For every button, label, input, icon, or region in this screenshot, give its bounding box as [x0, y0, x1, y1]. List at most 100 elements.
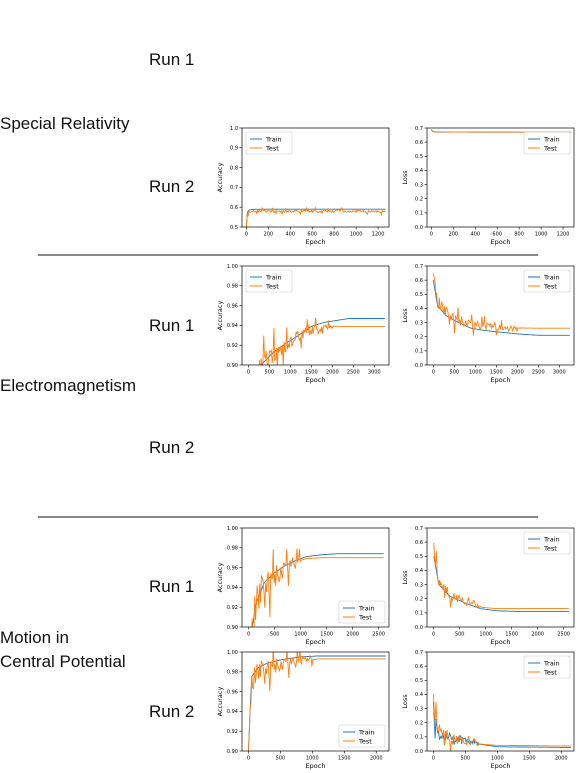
run-label-mcp-1: Run 1 — [149, 577, 195, 596]
x-tick-label: 0 — [245, 232, 248, 238]
legend-label-test: Test — [543, 144, 557, 152]
y-tick-label: 0.0 — [415, 225, 423, 231]
x-tick-label: 1200 — [557, 232, 570, 238]
legend-label-test: Test — [265, 144, 279, 152]
legend-label-test: Test — [543, 282, 557, 290]
chart-em-run1-accuracy: 0 500 1000 1500 2000 2500 3000 0.90 0.92 0.94 0.96… — [216, 264, 390, 384]
x-tick-label: 2000 — [370, 756, 383, 762]
x-tick-label: 2000 — [511, 370, 524, 376]
y-axis-label: Loss — [401, 170, 409, 185]
x-tick-label: 1500 — [490, 370, 503, 376]
x-tick-label: 2500 — [347, 370, 360, 376]
run-label-sr-2: Run 2 — [149, 177, 195, 196]
y-tick-label: 0.92 — [227, 343, 238, 349]
y-tick-label: 0.6 — [415, 664, 423, 670]
y-tick-label: 1.00 — [227, 264, 238, 270]
chart-mcp-run2-loss: 0 500 1000 1500 2000 0.0 0.1 0.2 0.3 0.4 0.5 0.6 0.7… — [401, 650, 575, 770]
y-tick-label: 0.90 — [227, 363, 238, 369]
legend-label-train: Train — [358, 604, 375, 612]
y-tick-label: 0.6 — [415, 278, 423, 284]
y-tick-label: 0.90 — [227, 749, 238, 755]
legend-label-train: Train — [265, 273, 282, 281]
y-tick-label: 0.2 — [415, 721, 423, 727]
y-tick-label: 0.9 — [230, 146, 238, 152]
run-label-sr-1: Run 1 — [149, 50, 195, 69]
x-tick-label: 1000 — [479, 632, 492, 638]
y-tick-label: 0.3 — [415, 182, 423, 188]
x-tick-label: 500 — [461, 756, 471, 762]
y-tick-label: 0.5 — [415, 678, 423, 684]
y-tick-label: 0.1 — [415, 211, 423, 217]
x-axis-label: Epoch — [491, 638, 511, 646]
axes-frame — [241, 265, 390, 366]
section-title-electromagnetism: Electromagnetism — [0, 376, 137, 395]
series-line-test — [258, 317, 385, 365]
x-tick-label: 1000 — [294, 632, 307, 638]
x-tick-label: 2500 — [557, 632, 570, 638]
y-tick-label: 0.3 — [415, 320, 423, 326]
x-axis-label: Epoch — [306, 238, 326, 246]
x-tick-label: 3000 — [368, 370, 381, 376]
axes-frame — [241, 651, 390, 752]
y-tick-label: 0.2 — [415, 335, 423, 341]
series-line-train — [245, 208, 386, 227]
x-tick-label: 3000 — [553, 370, 566, 376]
x-tick-label: 500 — [450, 370, 460, 376]
y-tick-label: 0.94 — [227, 323, 238, 329]
section-separator-1 — [38, 254, 538, 256]
section-title-line-1: Motion in — [0, 628, 69, 647]
axes-frame — [426, 265, 575, 366]
x-tick-label: 500 — [265, 370, 275, 376]
x-tick-label: 1500 — [338, 756, 351, 762]
series-line-test — [245, 206, 386, 227]
chart-sr-run2-accuracy: 0 200 400 600 800 1000 1200 0.5 0.6 0.7 0.8 0.9 1.0 E… — [216, 126, 390, 246]
y-tick-label: 0.5 — [415, 554, 423, 560]
x-tick-label: 1500 — [523, 756, 536, 762]
chart-mcp-run1-accuracy: 0 500 1000 1500 2000 2500 0.90 0.92 0.94 0.96 0.98… — [216, 526, 390, 646]
x-tick-label: 0 — [432, 632, 435, 638]
y-tick-label: 0.0 — [415, 625, 423, 631]
y-tick-label: 0.1 — [415, 735, 423, 741]
x-tick-label: 0 — [430, 232, 433, 238]
y-tick-label: 0.96 — [227, 689, 238, 695]
chart-mcp-run2-accuracy: 0 500 1000 1500 2000 0.90 0.92 0.94 0.96 0.98 1.00… — [216, 650, 390, 770]
y-tick-label: 0.6 — [415, 540, 423, 546]
x-tick-label: 1000 — [535, 232, 548, 238]
x-tick-label: 800 — [514, 232, 524, 238]
axes-frame — [426, 527, 575, 628]
legend-label-train: Train — [358, 728, 375, 736]
x-tick-label: 1000 — [306, 756, 319, 762]
y-tick-label: 0.2 — [415, 197, 423, 203]
y-tick-label: 0.90 — [227, 625, 238, 631]
series-line-train — [432, 280, 570, 336]
series-line-test — [431, 129, 571, 133]
x-tick-label: 600 — [307, 232, 317, 238]
y-tick-label: 0.4 — [415, 568, 423, 574]
y-tick-label: 0.96 — [227, 565, 238, 571]
x-tick-label: 2000 — [555, 756, 568, 762]
y-axis-label: Accuracy — [216, 301, 224, 331]
series-line-test — [432, 693, 571, 751]
run-label-mcp-2: Run 2 — [149, 702, 195, 721]
series-line-test — [247, 652, 386, 751]
y-axis-label: Loss — [401, 570, 409, 585]
chart-mcp-run1-loss: 0 500 1000 1500 2000 2500 0.0 0.1 0.2 0.3 0.4 0.5 0.… — [401, 526, 575, 646]
y-tick-label: 0.92 — [227, 605, 238, 611]
legend-label-test: Test — [543, 544, 557, 552]
section-title-motion: Motion in Central Potential — [0, 626, 126, 674]
x-tick-label: 1500 — [320, 632, 333, 638]
x-tick-label: 2500 — [532, 370, 545, 376]
x-tick-label: 2500 — [372, 632, 385, 638]
y-tick-label: 0.98 — [227, 546, 238, 552]
plot-area — [432, 273, 570, 336]
plot-area — [432, 693, 571, 751]
section-title-special-relativity: Special Relativity — [0, 114, 130, 133]
plot-area — [258, 317, 385, 365]
y-axis-label: Accuracy — [216, 687, 224, 717]
y-axis-label: Loss — [401, 308, 409, 323]
y-axis-label: Loss — [401, 694, 409, 709]
